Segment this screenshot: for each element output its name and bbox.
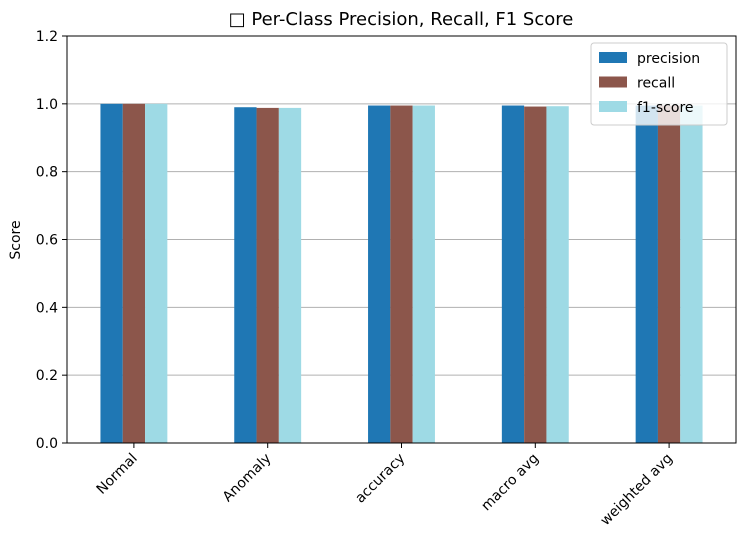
- chart-title: □ Per-Class Precision, Recall, F1 Score: [229, 9, 574, 30]
- x-tick-label: macro avg: [478, 451, 542, 515]
- y-tick-label: 0.0: [36, 436, 58, 452]
- bar-f1-score: [412, 105, 435, 443]
- y-tick-label: 0.6: [36, 233, 58, 249]
- y-ticks: 0.0 0.2 0.4 0.6 0.8 1.0 1.2: [36, 29, 67, 452]
- bar-precision: [368, 105, 391, 443]
- legend-swatch: [599, 101, 627, 112]
- y-axis-label: Score: [8, 220, 24, 259]
- bar-precision: [100, 103, 123, 443]
- legend-label: f1-score: [637, 100, 694, 116]
- bar-recall: [657, 105, 681, 443]
- legend-label: precision: [637, 51, 700, 67]
- bar-recall: [390, 105, 413, 443]
- plot-frame: [66, 35, 737, 444]
- y-tick-label: 0.8: [36, 165, 58, 181]
- x-tick-label: Anomaly: [220, 451, 275, 506]
- bar-precision: [234, 107, 257, 443]
- bar-recall: [256, 107, 279, 444]
- bar-recall: [524, 106, 547, 444]
- legend-swatch: [599, 76, 627, 88]
- x-tick-label: Normal: [94, 451, 141, 498]
- x-tick-label: accuracy: [352, 451, 408, 507]
- y-tick-label: 0.4: [36, 300, 58, 316]
- x-tick-label: weighted avg: [598, 451, 676, 529]
- y-tick-label: 1.0: [36, 97, 58, 113]
- bar-f1-score: [680, 105, 703, 443]
- bar-precision: [501, 105, 525, 443]
- bar-recall: [122, 103, 146, 443]
- legend-label: recall: [637, 76, 675, 92]
- bar-precision: [635, 105, 658, 443]
- y-tick-label: 1.2: [36, 29, 58, 45]
- y-tick-label: 0.2: [36, 368, 58, 384]
- legend: precision recall f1-score: [590, 42, 728, 126]
- bar-f1-score: [145, 103, 168, 443]
- bar-f1-score: [278, 107, 302, 444]
- bar-f1-score: [546, 106, 569, 444]
- legend-swatch: [599, 52, 627, 63]
- bars: [100, 103, 703, 444]
- x-ticks: Normal Anomaly accuracy macro avg weighted a…: [94, 443, 676, 529]
